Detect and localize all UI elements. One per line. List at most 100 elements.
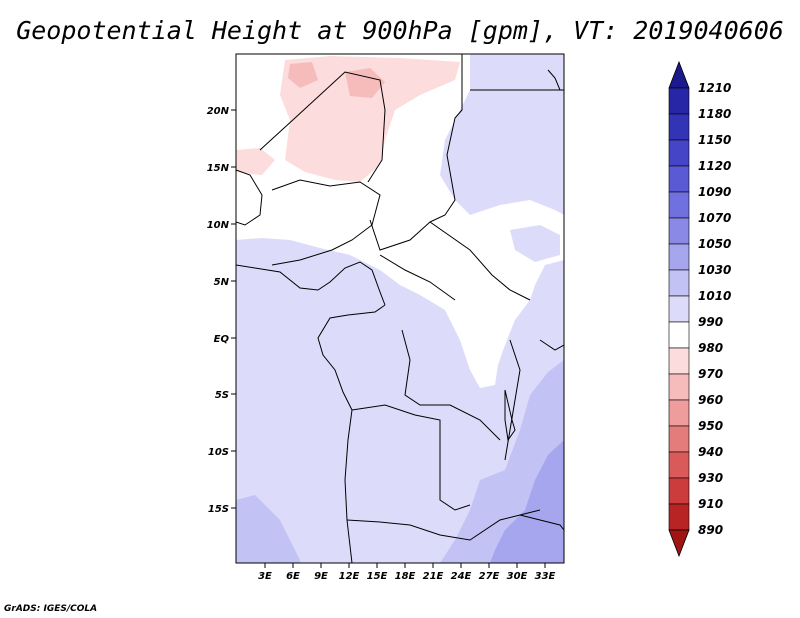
colorbar-segment	[668, 503, 690, 531]
lat-label-5s: 5S	[215, 390, 229, 401]
border-angola	[351, 404, 471, 511]
lon-tick-18e: 18E	[395, 563, 416, 582]
colorbar-label: 930	[698, 471, 723, 485]
border-east-2	[539, 339, 564, 351]
border-southeast	[519, 514, 564, 531]
colorbar: 1210 1180 1150 1120 1090 1070 1050 1030 …	[668, 60, 731, 558]
colorbar-label: 940	[698, 445, 723, 459]
lat-axis: 20N 15N 10N 5N EQ 5S 10S 15S	[207, 106, 236, 515]
lat-tick-5s: 5S	[215, 390, 236, 401]
lat-tick-15s: 15S	[208, 504, 236, 515]
lat-label-15s: 15S	[208, 504, 229, 515]
colorbar-label: 1030	[698, 263, 731, 277]
colorbar-segment	[668, 87, 690, 115]
coastline-west-africa	[236, 261, 386, 306]
colorbar-label: 960	[698, 393, 723, 407]
lat-tick-20n: 20N	[207, 106, 236, 117]
colorbar-label: 970	[698, 367, 723, 381]
colorbar-top-arrow	[668, 60, 690, 89]
border-coast-east	[547, 69, 564, 91]
colorbar-segment	[668, 347, 690, 375]
map-plot-area	[236, 54, 564, 563]
lon-tick-21e: 21E	[423, 563, 444, 582]
border-west-ext	[236, 169, 263, 226]
colorbar-segment	[668, 425, 690, 453]
border-central-2	[379, 254, 456, 301]
border-central-1	[369, 219, 531, 301]
colorbar-segment	[668, 269, 690, 297]
field-970-patch-2	[288, 62, 318, 88]
border-namibia	[346, 509, 541, 541]
credit-label: GrADS: IGES/COLA	[4, 604, 98, 614]
colorbar-label: 910	[698, 497, 723, 511]
lon-tick-6e: 6E	[286, 563, 300, 582]
colorbar-segment	[668, 477, 690, 505]
lat-tick-10s: 10S	[208, 447, 236, 458]
lat-label-eq: EQ	[214, 334, 230, 345]
lon-label-3e: 3E	[258, 571, 272, 582]
lon-label-9e: 9E	[314, 571, 328, 582]
colorbar-segment	[668, 165, 690, 193]
colorbar-label: 890	[698, 523, 723, 537]
colorbar-label: 1210	[698, 81, 731, 95]
lat-tick-10n: 10N	[207, 220, 236, 231]
coastline-central-africa	[317, 304, 386, 563]
field-980-region	[280, 56, 460, 182]
lon-label-15e: 15E	[367, 571, 388, 582]
lat-label-5n: 5N	[214, 277, 230, 288]
field-1010-pocket	[510, 225, 560, 262]
colorbar-label: 1070	[698, 211, 731, 225]
colorbar-segment	[668, 243, 690, 271]
colorbar-segment	[668, 139, 690, 167]
lon-label-18e: 18E	[395, 571, 416, 582]
colorbar-labels: 1210 1180 1150 1120 1090 1070 1050 1030 …	[698, 81, 731, 537]
colorbar-segment	[668, 451, 690, 479]
colorbar-label: 1010	[698, 289, 731, 303]
colorbar-bottom-arrow	[668, 529, 690, 558]
border-east-sahara	[429, 54, 463, 223]
lat-label-10s: 10S	[208, 447, 229, 458]
lon-tick-33e: 33E	[535, 563, 556, 582]
colorbar-label: 1150	[698, 133, 731, 147]
colorbar-segment	[668, 113, 690, 141]
border-drc	[401, 329, 501, 441]
lon-tick-9e: 9E	[314, 563, 328, 582]
colorbar-segment	[668, 295, 690, 323]
colorbar-label: 990	[698, 315, 723, 329]
lon-label-33e: 33E	[535, 571, 556, 582]
colorbar-label: 1180	[698, 107, 731, 121]
colorbar-label: 980	[698, 341, 723, 355]
lat-label-10n: 10N	[207, 220, 230, 231]
map-frame	[235, 53, 565, 564]
colorbar-label: 1120	[698, 159, 731, 173]
lat-label-20n: 20N	[207, 106, 230, 117]
lon-axis: 3E 6E 9E 12E 15E 18E 21E 24E 27E 30E 33E	[258, 563, 556, 582]
lon-label-6e: 6E	[286, 571, 300, 582]
colorbar-label: 1050	[698, 237, 731, 251]
field-970-patch	[345, 68, 385, 98]
colorbar-label: 1090	[698, 185, 731, 199]
field-980-patch	[236, 148, 275, 175]
lon-label-30e: 30E	[507, 571, 528, 582]
lat-label-15n: 15N	[207, 163, 230, 174]
lon-label-27e: 27E	[479, 571, 500, 582]
colorbar-segment	[668, 217, 690, 245]
lon-tick-27e: 27E	[479, 563, 500, 582]
colorbar-segment	[668, 191, 690, 219]
lat-tick-5n: 5N	[214, 277, 236, 288]
boundaries	[236, 54, 564, 563]
lat-tick-eq: EQ	[214, 334, 236, 345]
border-lake	[504, 389, 516, 442]
colorbar-label: 950	[698, 419, 723, 433]
colorbar-segment	[668, 373, 690, 401]
field-1050-region	[490, 440, 564, 563]
lat-tick-15n: 15N	[207, 163, 236, 174]
lon-tick-24e: 24E	[451, 563, 472, 582]
lon-tick-12e: 12E	[339, 563, 360, 582]
colorbar-segment	[668, 321, 690, 349]
lon-tick-3e: 3E	[258, 563, 272, 582]
lon-label-21e: 21E	[423, 571, 444, 582]
lon-label-12e: 12E	[339, 571, 360, 582]
lon-tick-30e: 30E	[507, 563, 528, 582]
